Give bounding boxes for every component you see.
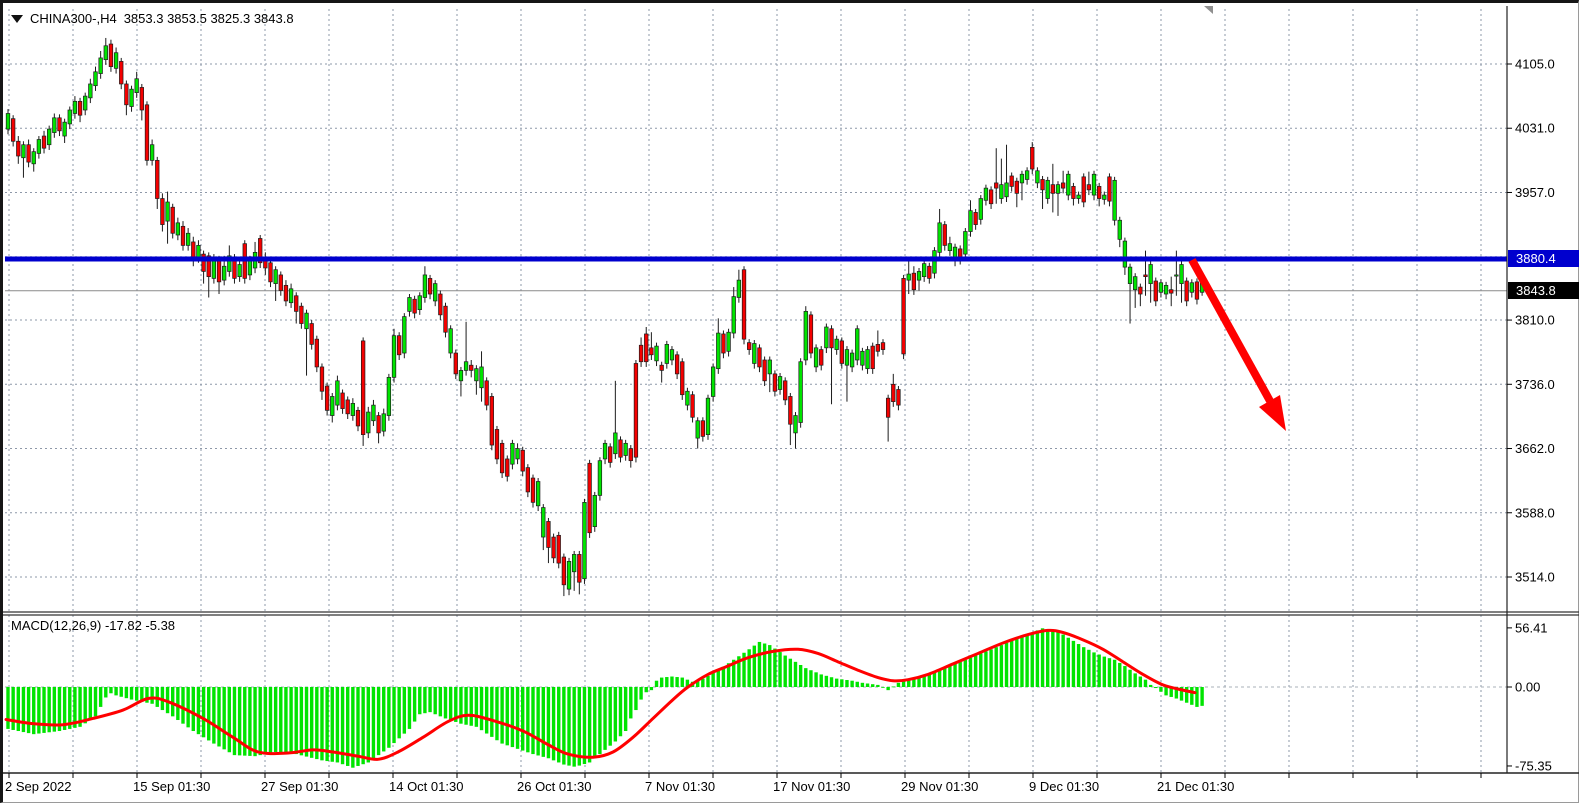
time-tick-label: 14 Oct 01:30 bbox=[389, 779, 463, 794]
trading-chart-canvas: 4105.0 4031.0 3957.0 3810.0 3736.0 3662.0 3588… bbox=[3, 6, 1579, 794]
trend-arrow[interactable] bbox=[1188, 258, 1286, 431]
price-tick-label: 3736.0 bbox=[1515, 377, 1555, 392]
indicator-values: -17.82 -5.38 bbox=[104, 618, 176, 633]
time-tick-label: 21 Dec 01:30 bbox=[1157, 779, 1234, 794]
macd-tick-label: -75.35 bbox=[1515, 758, 1552, 773]
macd-axis: 56.41 0.00 -75.35 bbox=[1507, 620, 1552, 773]
macd-histogram bbox=[6, 628, 1204, 768]
panel-borders bbox=[3, 6, 1579, 774]
price-tick-label: 4031.0 bbox=[1515, 121, 1555, 136]
time-tick-label: 27 Sep 01:30 bbox=[261, 779, 338, 794]
current-price-badge: 3843.8 bbox=[1508, 282, 1579, 300]
price-tick-label: 3514.0 bbox=[1515, 569, 1555, 584]
ohlc-quote-label: 3853.3 3853.5 3825.3 3843.8 bbox=[123, 11, 294, 26]
chart-shift-marker-icon[interactable] bbox=[1195, 6, 1213, 14]
time-tick-label: 2 Sep 2022 bbox=[5, 779, 72, 794]
time-tick-label: 29 Nov 01:30 bbox=[901, 779, 978, 794]
time-tick-label: 7 Nov 01:30 bbox=[645, 779, 715, 794]
time-tick-label: 15 Sep 01:30 bbox=[133, 779, 210, 794]
indicator-label: MACD(12,26,9) -17.82 -5.38 bbox=[11, 618, 175, 648]
price-tick-label: 3810.0 bbox=[1515, 313, 1555, 328]
price-tick-label: 3588.0 bbox=[1515, 505, 1555, 520]
symbol-dropdown-icon[interactable] bbox=[11, 14, 23, 23]
time-tick-label: 17 Nov 01:30 bbox=[773, 779, 850, 794]
macd-tick-label: 56.41 bbox=[1515, 620, 1548, 635]
time-tick-label: 26 Oct 01:30 bbox=[517, 779, 591, 794]
price-tick-label: 4105.0 bbox=[1515, 57, 1555, 72]
macd-tick-label: 0.00 bbox=[1515, 680, 1540, 695]
symbol-period-label: CHINA300-,H4 bbox=[30, 11, 117, 26]
price-tick-label: 3662.0 bbox=[1515, 441, 1555, 456]
time-axis: 2 Sep 2022 15 Sep 01:30 27 Sep 01:30 14 Oct… bbox=[5, 773, 1482, 794]
price-axis: 4105.0 4031.0 3957.0 3810.0 3736.0 3662.0 3588… bbox=[1507, 57, 1555, 584]
price-tick-label: 3957.0 bbox=[1515, 185, 1555, 200]
macd-signal-line bbox=[4, 628, 1197, 761]
chart-title-bar: CHINA300-,H4 3853.3 3853.5 3825.3 3843.8 bbox=[11, 11, 294, 26]
horizontal-line-price-badge: 3880.4 bbox=[1508, 250, 1579, 268]
indicator-name: MACD(12,26,9) bbox=[11, 618, 102, 633]
time-tick-label: 9 Dec 01:30 bbox=[1029, 779, 1099, 794]
